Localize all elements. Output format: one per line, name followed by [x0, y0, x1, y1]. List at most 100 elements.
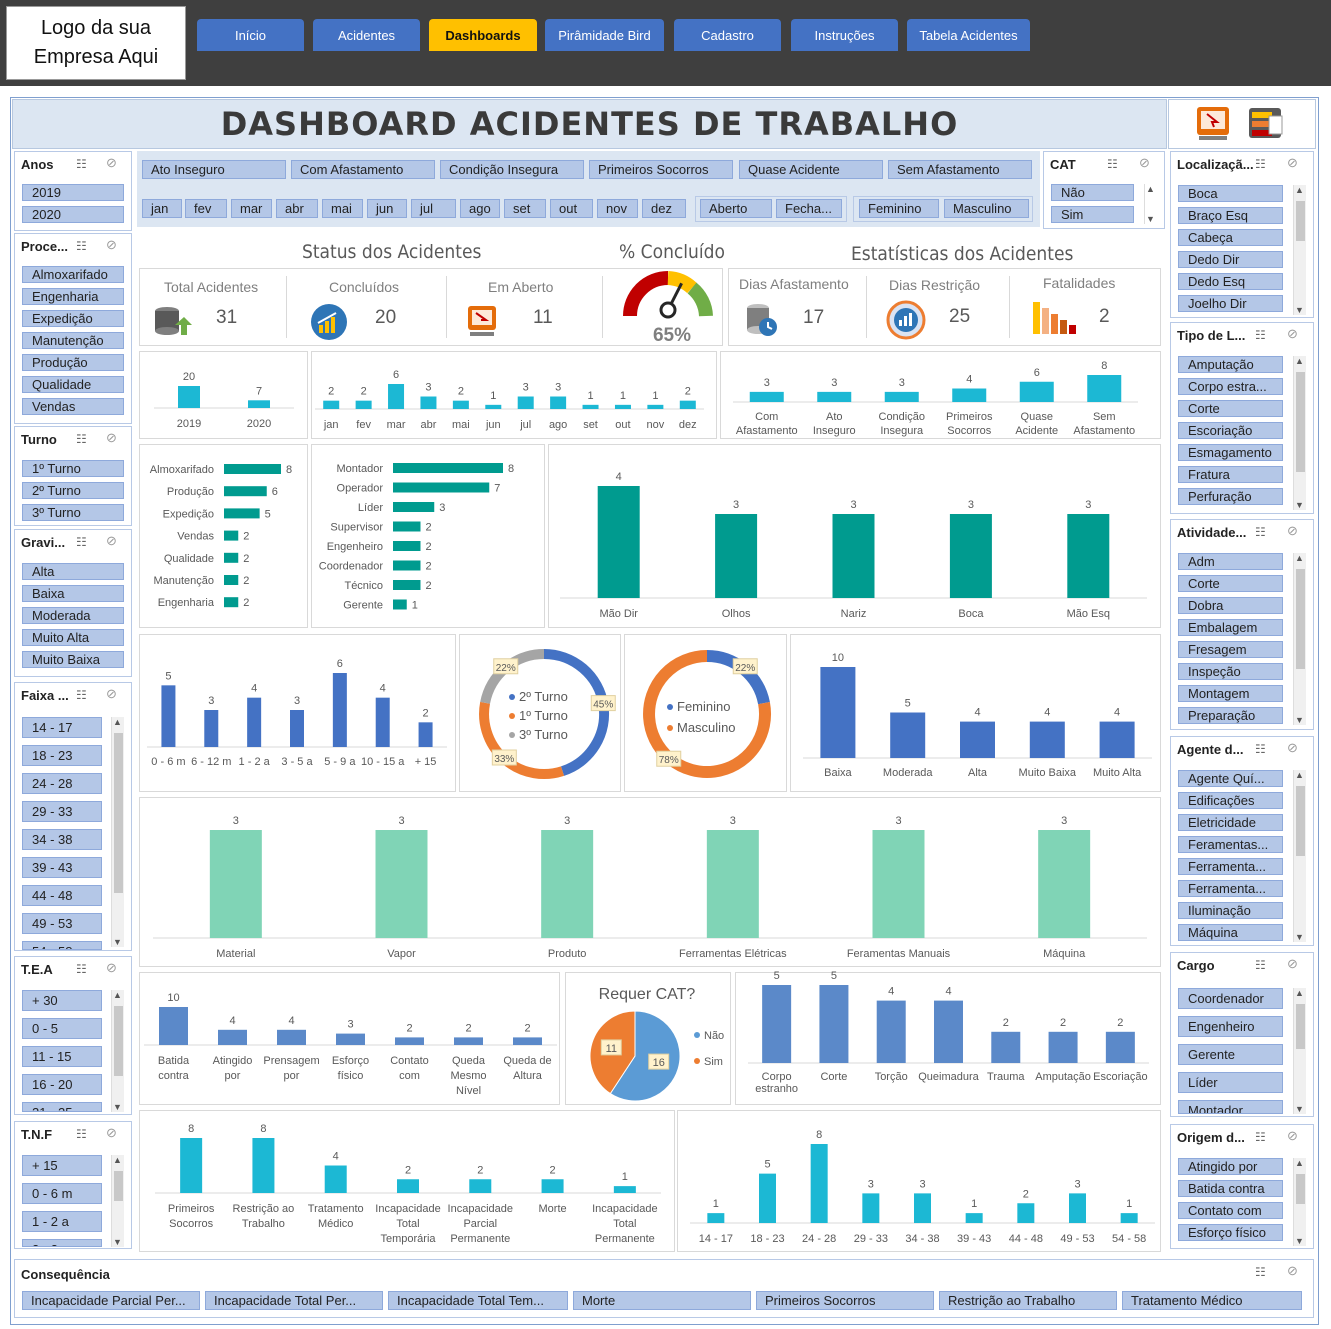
- slicer-item[interactable]: Esmagamento: [1178, 444, 1283, 461]
- slicer-item[interactable]: Incapacidade Parcial Per...: [22, 1291, 200, 1310]
- clear-filter-icon[interactable]: ⊘: [1287, 326, 1298, 341]
- multiselect-icon[interactable]: ☷: [1255, 525, 1266, 539]
- multiselect-icon[interactable]: ☷: [76, 962, 87, 976]
- slicer-item[interactable]: Incapacidade Total Tem...: [388, 1291, 568, 1310]
- slicer-item[interactable]: Muito Alta: [22, 629, 124, 646]
- filter-month-button[interactable]: ago: [460, 199, 500, 218]
- slicer-item[interactable]: Dobra: [1178, 597, 1283, 614]
- slicer-item[interactable]: Engenharia: [22, 288, 124, 305]
- slicer-item[interactable]: 1º Turno: [22, 460, 124, 477]
- multiselect-icon[interactable]: ☷: [1255, 157, 1266, 171]
- clear-filter-icon[interactable]: ⊘: [106, 430, 117, 445]
- filter-tipo-button[interactable]: Primeiros Socorros: [589, 160, 733, 179]
- slicer-item[interactable]: Braço Esq: [1178, 207, 1283, 224]
- slicer-item[interactable]: 18 - 23: [22, 745, 102, 766]
- scrollbar[interactable]: ▲ ▼: [111, 1155, 124, 1247]
- slicer-item[interactable]: Muito Baixa: [22, 651, 124, 668]
- slicer-item[interactable]: Morte: [573, 1291, 751, 1310]
- slicer-item[interactable]: Iluminação: [1178, 902, 1283, 919]
- filter-tipo-button[interactable]: Condição Insegura: [440, 160, 584, 179]
- scrollbar[interactable]: ▲ ▼: [111, 717, 124, 947]
- slicer-item[interactable]: 14 - 17: [22, 717, 102, 738]
- slicer-item[interactable]: + 15: [22, 1155, 102, 1176]
- slicer-item[interactable]: Corpo estra...: [1178, 378, 1283, 395]
- filter-month-button[interactable]: abr: [276, 199, 318, 218]
- filter-sexo-masculino[interactable]: Masculino: [944, 199, 1029, 218]
- multiselect-icon[interactable]: ☷: [76, 535, 87, 549]
- clear-filter-icon[interactable]: ⊘: [106, 1125, 117, 1140]
- scrollbar[interactable]: ▲ ▼: [1293, 1158, 1306, 1246]
- slicer-item[interactable]: 54 - 58: [22, 941, 102, 950]
- multiselect-icon[interactable]: ☷: [1255, 958, 1266, 972]
- filter-tipo-button[interactable]: Quase Acidente: [739, 160, 883, 179]
- slicer-item[interactable]: Almoxarifado: [22, 266, 124, 283]
- clear-filter-icon[interactable]: ⊘: [1287, 956, 1298, 971]
- clear-filter-icon[interactable]: ⊘: [106, 237, 117, 252]
- slicer-item[interactable]: Engenheiro: [1178, 1016, 1283, 1037]
- multiselect-icon[interactable]: ☷: [1107, 157, 1118, 171]
- filter-tipo-button[interactable]: Com Afastamento: [291, 160, 435, 179]
- slicer-item[interactable]: Atingido por: [1178, 1158, 1283, 1175]
- slicer-item[interactable]: 0 - 6 m: [22, 1183, 102, 1204]
- slicer-item[interactable]: Produção: [22, 354, 124, 371]
- slicer-item[interactable]: 2º Turno: [22, 482, 124, 499]
- multiselect-icon[interactable]: ☷: [76, 1127, 87, 1141]
- slicer-item[interactable]: Edificações: [1178, 792, 1283, 809]
- filter-tipo-button[interactable]: Ato Inseguro: [142, 160, 286, 179]
- filter-month-button[interactable]: jan: [142, 199, 182, 218]
- slicer-item[interactable]: 29 - 33: [22, 801, 102, 822]
- multiselect-icon[interactable]: ☷: [1255, 328, 1266, 342]
- scrollbar[interactable]: ▲ ▼: [1293, 770, 1306, 942]
- scrollbar[interactable]: ▲ ▼: [1293, 988, 1306, 1114]
- filter-tipo-button[interactable]: Sem Afastamento: [888, 160, 1032, 179]
- multiselect-icon[interactable]: ☷: [76, 432, 87, 446]
- slicer-item[interactable]: Primeiros Socorros: [756, 1291, 934, 1310]
- clear-filter-icon[interactable]: ⊘: [1287, 740, 1298, 755]
- multiselect-icon[interactable]: ☷: [76, 239, 87, 253]
- filter-month-button[interactable]: fev: [185, 199, 227, 218]
- clear-filter-icon[interactable]: ⊘: [106, 960, 117, 975]
- filter-status-fechado[interactable]: Fecha...: [776, 199, 842, 218]
- nav-tab-piramide-bird[interactable]: Pirâmidade Bird: [545, 19, 664, 51]
- filter-month-button[interactable]: mai: [322, 199, 363, 218]
- scrollbar[interactable]: ▲ ▼: [1293, 185, 1306, 315]
- nav-tab-cadastro[interactable]: Cadastro: [674, 19, 781, 51]
- slicer-item[interactable]: Corte: [1178, 400, 1283, 417]
- slicer-item[interactable]: 39 - 43: [22, 857, 102, 878]
- filter-sexo-feminino[interactable]: Feminino: [859, 199, 939, 218]
- clear-filter-icon[interactable]: ⊘: [106, 686, 117, 701]
- filter-month-button[interactable]: jul: [411, 199, 456, 218]
- slicer-item[interactable]: Cabeça: [1178, 229, 1283, 246]
- slicer-item[interactable]: 0 - 5: [22, 1018, 102, 1039]
- slicer-item[interactable]: Alta: [22, 563, 124, 580]
- slicer-item[interactable]: + 30: [22, 990, 102, 1011]
- slicer-item[interactable]: 44 - 48: [22, 885, 102, 906]
- filter-month-button[interactable]: dez: [642, 199, 686, 218]
- multiselect-icon[interactable]: ☷: [1255, 1130, 1266, 1144]
- clear-filter-icon[interactable]: ⊘: [1287, 155, 1298, 170]
- slicer-item[interactable]: Restrição ao Trabalho: [939, 1291, 1117, 1310]
- nav-tab-dashboards[interactable]: Dashboards: [429, 19, 537, 51]
- clear-filter-icon[interactable]: ⊘: [1287, 1263, 1298, 1278]
- slicer-item[interactable]: Escoriação: [1178, 422, 1283, 439]
- slicer-item[interactable]: Vendas: [22, 398, 124, 415]
- slicer-item[interactable]: Líder: [1178, 1072, 1283, 1093]
- slicer-item[interactable]: 24 - 28: [22, 773, 102, 794]
- slicer-item[interactable]: Adm: [1178, 553, 1283, 570]
- slicer-item[interactable]: Inspeção: [1178, 663, 1283, 680]
- slicer-item[interactable]: Expedição: [22, 310, 124, 327]
- multiselect-icon[interactable]: ☷: [1255, 1265, 1266, 1279]
- slicer-item[interactable]: 49 - 53: [22, 913, 102, 934]
- clear-filter-icon[interactable]: ⊘: [1287, 1128, 1298, 1143]
- slicer-item[interactable]: Ferramenta...: [1178, 858, 1283, 875]
- slicer-item[interactable]: 2 - 3 a: [22, 1239, 102, 1247]
- slicer-item[interactable]: Amputação: [1178, 356, 1283, 373]
- slicer-item[interactable]: Perfuração: [1178, 488, 1283, 505]
- slicer-item[interactable]: Montador: [1178, 1100, 1283, 1114]
- multiselect-icon[interactable]: ☷: [76, 688, 87, 702]
- nav-tab-inicio[interactable]: Início: [197, 19, 304, 51]
- slicer-item[interactable]: Moderada: [22, 607, 124, 624]
- slicer-item[interactable]: 2020: [22, 206, 124, 223]
- slicer-item[interactable]: Incapacidade Total Per...: [205, 1291, 383, 1310]
- presentation-icon[interactable]: [1197, 107, 1229, 140]
